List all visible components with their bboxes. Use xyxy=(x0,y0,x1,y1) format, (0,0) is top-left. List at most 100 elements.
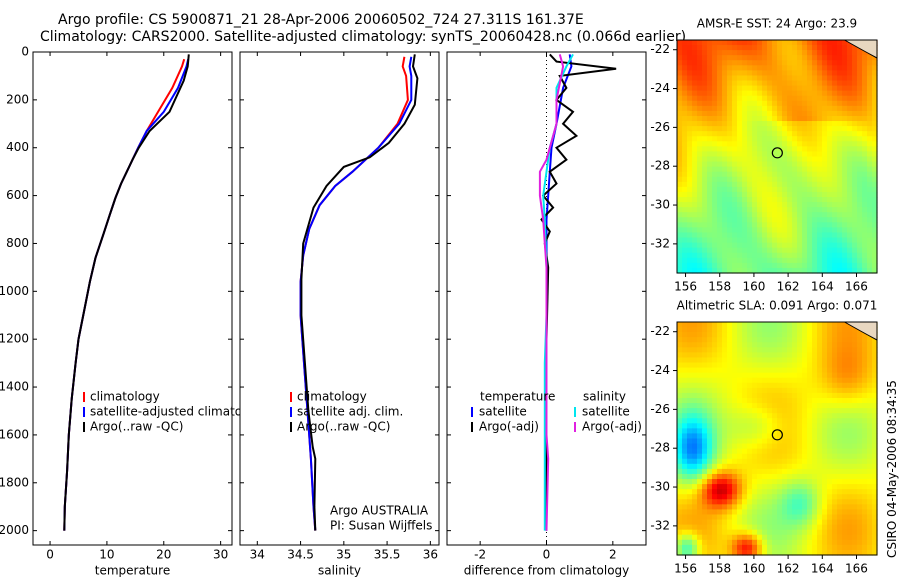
sst_map-cell xyxy=(807,247,813,254)
sst_map-cell xyxy=(862,95,868,102)
sst_map-cell xyxy=(747,217,753,223)
sla_map-cell xyxy=(697,423,703,429)
sst_map-cell xyxy=(782,55,788,61)
sst_map-cell xyxy=(787,100,793,107)
sla_map-cell xyxy=(702,519,708,526)
sla_map-cell xyxy=(677,352,683,359)
sst_map-cell xyxy=(837,146,843,153)
sst_map-cell xyxy=(717,45,723,51)
sla_map-cell xyxy=(852,514,858,521)
sst_map-cell xyxy=(777,65,783,71)
sst_map-cell xyxy=(772,50,778,56)
sla_map-cell xyxy=(757,448,763,455)
sst_map-cell xyxy=(872,217,878,223)
sst_map-cell xyxy=(827,121,833,127)
sla_map-cell xyxy=(727,352,733,359)
sla_map-cell xyxy=(792,484,798,490)
sla_map-cell xyxy=(797,438,803,445)
sla_map-cell xyxy=(742,372,748,379)
sla_map-cell xyxy=(862,332,868,338)
sst_map-cell xyxy=(802,171,808,178)
sla_map-cell xyxy=(832,448,838,455)
sst_map-cell xyxy=(752,212,758,218)
sla_map-cell xyxy=(802,372,808,379)
sst_map-cell xyxy=(817,197,823,203)
sst_map-cell xyxy=(697,100,703,107)
sst_map-cell xyxy=(692,75,698,82)
sla_map-cell xyxy=(787,428,793,435)
sst_map-cell xyxy=(732,121,738,127)
sst_map-cell xyxy=(822,151,828,158)
sst_map-cell xyxy=(857,267,863,274)
sla_map-cell xyxy=(707,448,713,455)
sla_map-cell xyxy=(707,468,713,475)
sla_map-cell xyxy=(792,463,798,470)
sst_map-cell xyxy=(737,186,743,193)
sla_map-cell xyxy=(777,387,783,394)
sla_map-cell xyxy=(857,382,863,389)
sst_map-cell xyxy=(762,45,768,51)
sla_map-cell xyxy=(752,322,758,328)
sst_map-cell xyxy=(772,95,778,102)
sla_map-cell xyxy=(762,504,768,511)
sst_map-cell xyxy=(772,121,778,127)
sla_map-cell xyxy=(737,514,743,521)
sst_map-cell xyxy=(702,166,708,173)
sla_map-cell xyxy=(842,387,848,394)
sla_map-cell xyxy=(772,468,778,475)
sla_map-cell xyxy=(837,392,843,399)
sla_map-cell xyxy=(797,372,803,379)
sst_map-cell xyxy=(812,176,818,183)
sst_map-cell xyxy=(837,267,843,274)
sst_map-cell xyxy=(692,70,698,77)
sst_map-cell xyxy=(842,252,848,259)
sst_map-cell xyxy=(717,217,723,223)
sst_map-cell xyxy=(807,141,813,147)
sst_map-cell xyxy=(847,45,853,51)
sla_map-cell xyxy=(787,544,793,551)
sla_map-cell xyxy=(767,377,773,384)
sla_map-cell xyxy=(762,433,768,440)
sst_map-cell xyxy=(692,40,698,46)
sla_map-cell xyxy=(792,377,798,384)
sst_map-cell xyxy=(757,161,763,168)
sla_map-cell xyxy=(797,392,803,399)
sst_map-cell xyxy=(792,75,798,82)
sla_map-cell xyxy=(862,504,868,511)
sla_map-cell xyxy=(712,448,718,455)
sst_map-cell xyxy=(827,212,833,218)
sla_map-cell xyxy=(752,479,758,485)
sla_map-cell xyxy=(767,463,773,470)
sst_map-cell xyxy=(802,80,808,87)
sla_map-cell xyxy=(762,539,768,546)
sla_map-cell xyxy=(857,458,863,465)
sst_map-cell xyxy=(812,237,818,244)
sla_map-cell xyxy=(702,544,708,551)
sla_map-cell xyxy=(697,443,703,450)
sst_map-cell xyxy=(842,267,848,274)
sla_map-cell xyxy=(707,534,713,541)
sst_map-cell xyxy=(682,202,688,208)
sst_map-cell xyxy=(832,146,838,153)
sla_map-cell xyxy=(707,337,713,343)
sla_map-cell xyxy=(817,524,823,531)
sst_map-cell xyxy=(787,242,793,249)
sst_map-cell xyxy=(742,75,748,82)
sla_map-cell xyxy=(742,392,748,399)
sla_map-cell xyxy=(832,514,838,521)
sla_map-cell xyxy=(782,418,788,424)
sst_map-cell xyxy=(837,156,843,163)
sst_map-cell xyxy=(802,90,808,97)
sst_map-cell xyxy=(812,75,818,82)
sla_map-cell xyxy=(862,534,868,541)
sla_map-cell xyxy=(787,342,793,348)
sst_map-cell xyxy=(832,95,838,102)
sst_map-cell xyxy=(707,166,713,173)
sst_map-cell xyxy=(772,156,778,163)
sla_map-cell xyxy=(697,408,703,414)
sla_map-cell xyxy=(687,468,693,475)
sla_map-cell xyxy=(702,529,708,536)
sst-map-panel: 156 158 160 162 164 166-22-24-26-28-30-32AMSR… xyxy=(650,17,878,294)
sst_map-cell xyxy=(687,197,693,203)
sst_map-cell xyxy=(692,126,698,132)
